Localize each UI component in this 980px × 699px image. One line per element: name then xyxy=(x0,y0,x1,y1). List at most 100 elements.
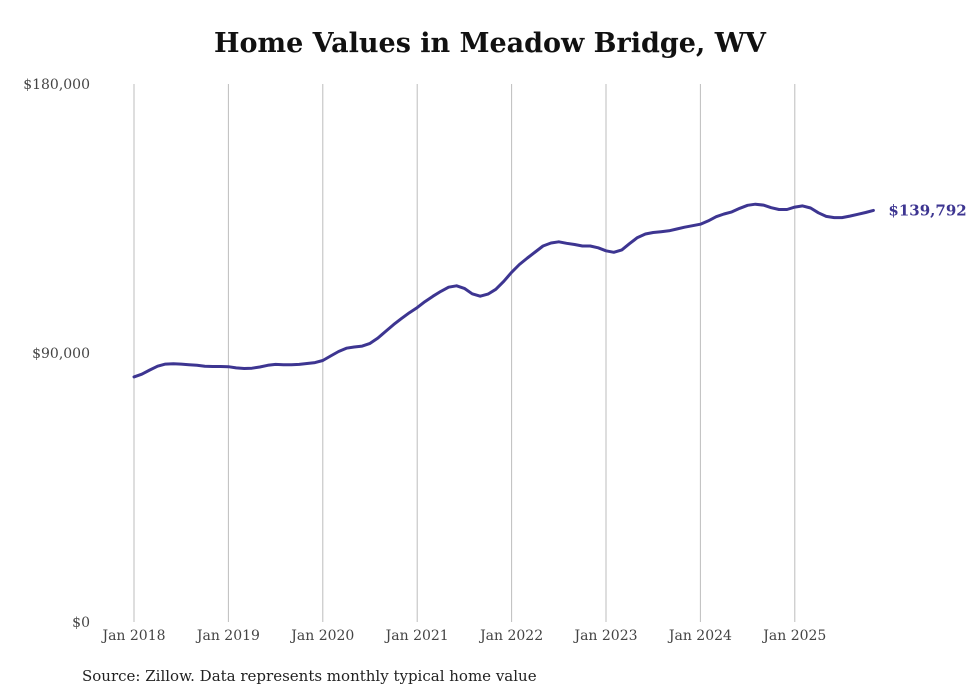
data-point xyxy=(455,285,457,287)
y-tick-label: $180,000 xyxy=(23,77,90,93)
data-point xyxy=(676,228,678,230)
source-note: Source: Zillow. Data represents monthly … xyxy=(82,667,537,685)
data-point xyxy=(172,363,174,365)
data-point xyxy=(471,293,473,295)
data-point xyxy=(715,216,717,218)
data-point xyxy=(329,355,331,357)
data-point xyxy=(699,223,701,225)
data-point xyxy=(652,231,654,233)
data-point xyxy=(542,245,544,247)
data-point xyxy=(400,317,402,319)
data-point xyxy=(778,208,780,210)
data-point xyxy=(723,213,725,215)
data-point xyxy=(149,369,151,371)
data-point xyxy=(770,207,772,209)
data-point xyxy=(558,241,560,243)
data-point xyxy=(306,362,308,364)
data-point xyxy=(227,366,229,368)
data-point xyxy=(864,211,866,213)
data-point xyxy=(581,245,583,247)
data-point xyxy=(495,288,497,290)
data-point xyxy=(345,347,347,349)
data-point xyxy=(565,242,567,244)
data-point xyxy=(188,364,190,366)
data-point xyxy=(377,337,379,339)
data-point xyxy=(731,211,733,213)
data-point xyxy=(857,213,859,215)
x-tick-label: Jan 2022 xyxy=(478,628,543,644)
data-point xyxy=(361,345,363,347)
data-point xyxy=(841,216,843,218)
data-point xyxy=(833,216,835,218)
data-point xyxy=(243,367,245,369)
end-value-label: $139,792 xyxy=(888,201,966,219)
data-point xyxy=(589,245,591,247)
data-point xyxy=(746,204,748,206)
x-tick-label: Jan 2023 xyxy=(572,628,637,644)
data-point xyxy=(447,286,449,288)
data-point xyxy=(259,366,261,368)
x-tick-label: Jan 2018 xyxy=(100,628,165,644)
data-point xyxy=(408,312,410,314)
data-point xyxy=(550,242,552,244)
x-tick-label: Jan 2024 xyxy=(667,628,732,644)
data-point xyxy=(817,212,819,214)
data-point xyxy=(424,300,426,302)
data-point xyxy=(510,271,512,273)
data-point xyxy=(668,230,670,232)
data-point xyxy=(503,280,505,282)
data-point xyxy=(322,359,324,361)
series-line xyxy=(132,202,875,379)
data-point xyxy=(809,207,811,209)
data-point xyxy=(597,247,599,249)
data-point xyxy=(683,226,685,228)
data-point xyxy=(628,242,630,244)
data-point xyxy=(133,376,135,378)
data-point xyxy=(298,363,300,365)
data-point xyxy=(267,364,269,366)
data-point xyxy=(314,361,316,363)
data-point xyxy=(825,215,827,217)
data-point xyxy=(290,364,292,366)
data-point xyxy=(613,251,615,253)
x-tick-label: Jan 2021 xyxy=(384,628,449,644)
data-point xyxy=(621,249,623,251)
y-tick-label: $0 xyxy=(72,615,90,631)
data-point xyxy=(849,215,851,217)
data-point xyxy=(463,287,465,289)
data-point xyxy=(636,236,638,238)
data-point xyxy=(518,263,520,265)
data-point xyxy=(786,208,788,210)
data-point xyxy=(432,295,434,297)
data-point xyxy=(392,323,394,325)
x-tick-label: Jan 2020 xyxy=(289,628,354,644)
data-point xyxy=(385,330,387,332)
chart-title: Home Values in Meadow Bridge, WV xyxy=(214,28,766,59)
data-point xyxy=(794,206,796,208)
data-point xyxy=(204,365,206,367)
data-point xyxy=(440,290,442,292)
data-point xyxy=(416,306,418,308)
data-point xyxy=(573,243,575,245)
data-point xyxy=(660,231,662,233)
y-tick-label: $90,000 xyxy=(32,346,90,362)
data-point xyxy=(479,295,481,297)
data-point xyxy=(369,342,371,344)
data-point xyxy=(164,363,166,365)
data-point xyxy=(211,365,213,367)
data-point xyxy=(487,293,489,295)
data-point xyxy=(141,373,143,375)
data-point xyxy=(644,233,646,235)
data-point xyxy=(762,204,764,206)
data-point xyxy=(801,205,803,207)
data-point xyxy=(156,365,158,367)
data-point xyxy=(707,220,709,222)
data-point xyxy=(180,363,182,365)
data-point xyxy=(605,250,607,252)
data-point xyxy=(691,225,693,227)
data-point xyxy=(353,346,355,348)
data-point xyxy=(274,363,276,365)
data-point xyxy=(196,364,198,366)
data-point xyxy=(219,365,221,367)
